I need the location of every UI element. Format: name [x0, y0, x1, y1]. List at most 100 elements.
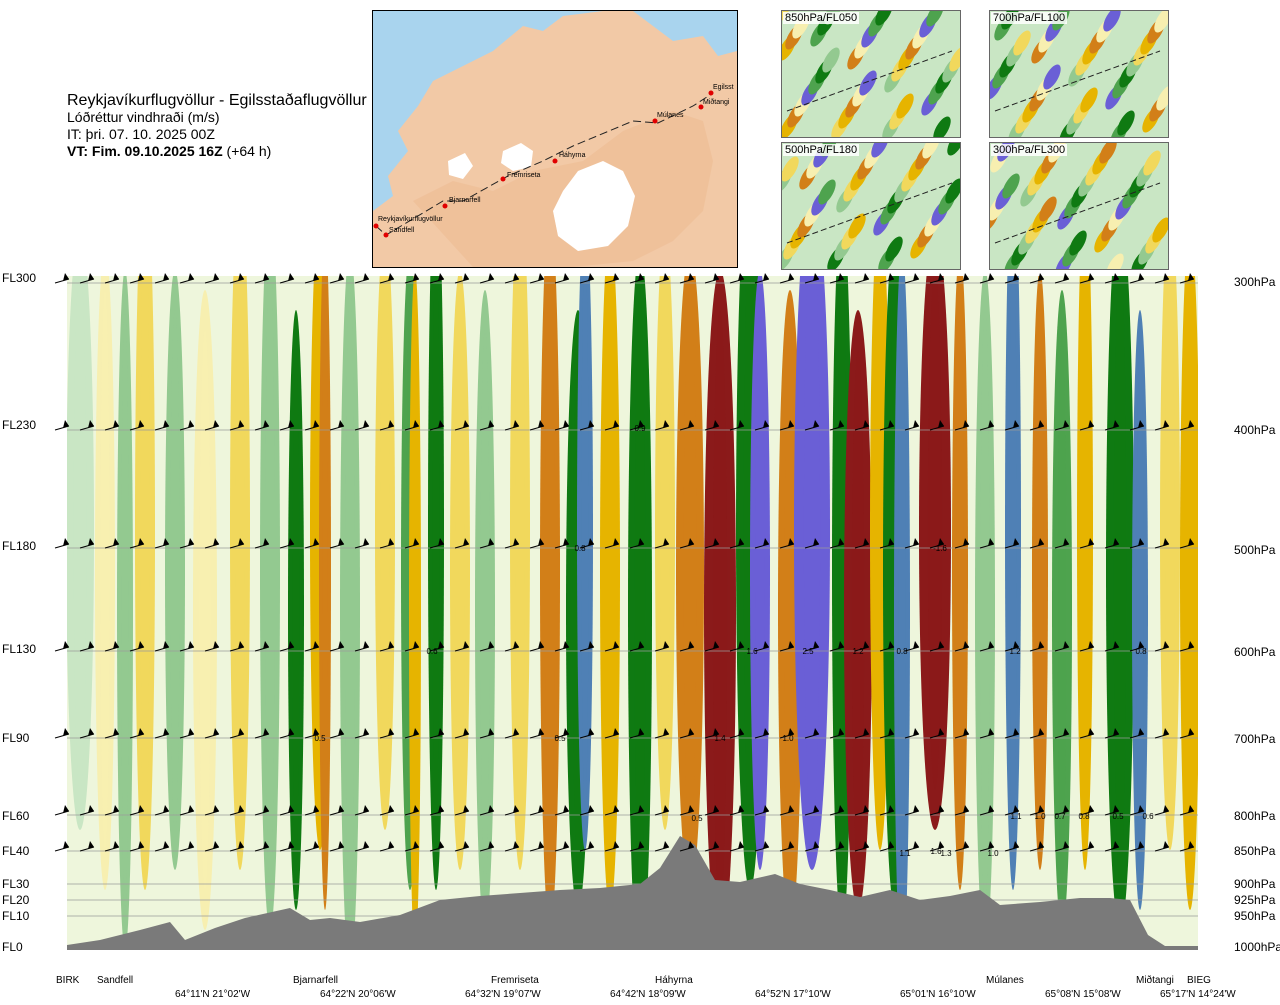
wind-barb-flag [88, 841, 94, 849]
wind-barb-flag [738, 273, 744, 281]
wind-barb [279, 728, 295, 739]
pressure-tick-700: 700hPa [1234, 732, 1276, 746]
wind-barb [804, 728, 820, 739]
valid-time-label: VT: Fim. 09.10.2025 16Z [67, 143, 223, 159]
wind-barb [554, 420, 570, 431]
value-annotation: 1.1 [899, 849, 911, 858]
wind-barb-flag [763, 728, 769, 736]
wind-barb [929, 273, 945, 284]
wind-barb-flag [313, 420, 319, 428]
thumbnail-850hpa[interactable]: 850hPa/FL050 [781, 10, 961, 138]
thumbnail-700hpa[interactable]: 700hPa/FL100 [989, 10, 1169, 138]
wind-barb [854, 728, 870, 739]
wind-barb [929, 805, 945, 816]
wind-barb [579, 538, 595, 549]
pressure-tick-800: 800hPa [1234, 809, 1276, 823]
value-annotation: 0.8 [896, 647, 908, 656]
thumb-band [1080, 87, 1098, 113]
station-label-mulanes: Múlanes [986, 975, 1024, 986]
wind-barb-flag [413, 641, 419, 649]
thumb-band [1156, 85, 1168, 111]
wind-barb [1079, 538, 1095, 549]
wind-barb [154, 805, 170, 816]
value-annotation: 0.8 [574, 544, 586, 553]
wind-barb [679, 273, 695, 284]
wind-barb [1154, 841, 1170, 852]
wind-barb [954, 273, 970, 284]
wind-barb [779, 273, 795, 284]
wind-barb-flag [313, 728, 319, 736]
wind-barb [304, 420, 320, 431]
wind-barb [854, 420, 870, 431]
wind-barb-flag [413, 538, 419, 546]
wind-barb-flag [388, 420, 394, 428]
wind-barb-flag [513, 841, 519, 849]
wind-barb [1179, 805, 1195, 816]
wind-barb [104, 805, 120, 816]
wind-barb [429, 538, 445, 549]
wind-barb [329, 273, 345, 284]
wind-barb-flag [963, 841, 969, 849]
coord-label-1: 64°11'N 21°02'W [175, 989, 251, 1000]
thumb-band [922, 143, 940, 159]
wind-barb-flag [938, 641, 944, 649]
wind-barb-flag [138, 728, 144, 736]
value-annotation: 1.1 [1010, 812, 1022, 821]
wind-barb [504, 728, 520, 739]
wind-barb-flag [388, 841, 394, 849]
wind-barb [854, 841, 870, 852]
thumbnail-500hpa[interactable]: 500hPa/FL180 [781, 142, 961, 270]
wind-barb-flag [363, 273, 369, 281]
wind-barb-flag [913, 841, 919, 849]
thumbnail-300hpa[interactable]: 300hPa/FL300 [989, 142, 1169, 270]
wind-barb-flag [88, 538, 94, 546]
wind-barb-flag [213, 273, 219, 281]
wind-barb-flag [663, 538, 669, 546]
wind-barb-flag [463, 805, 469, 813]
wind-barb-flag [1113, 538, 1119, 546]
wind-barb [904, 805, 920, 816]
wind-barb-flag [1163, 273, 1169, 281]
wind-barb-flag [363, 641, 369, 649]
coord-label-6: 65°01'N 16°10'W [900, 989, 976, 1000]
glacier-vatnajokull [553, 161, 635, 251]
wind-barb [229, 641, 245, 652]
wind-barb-flag [488, 841, 494, 849]
wind-barb-flag [463, 841, 469, 849]
fl-tick-0: FL0 [2, 940, 23, 954]
wind-barb [979, 805, 995, 816]
wind-barb [1104, 538, 1120, 549]
wind-barb [304, 538, 320, 549]
wind-barb-flag [538, 420, 544, 428]
wind-barb [629, 841, 645, 852]
wind-barb-flag [938, 420, 944, 428]
wind-barb [329, 805, 345, 816]
thumb-band [885, 236, 903, 262]
wind-barb-flag [788, 273, 794, 281]
wind-barb-flag [688, 538, 694, 546]
wind-barb-flag [663, 805, 669, 813]
wind-barb-flag [1063, 273, 1069, 281]
wind-barb [279, 538, 295, 549]
wind-barb [479, 273, 495, 284]
thumb-band [859, 70, 877, 96]
wind-barb-flag [1013, 538, 1019, 546]
wind-barb [79, 841, 95, 852]
wind-barb-flag [763, 641, 769, 649]
wind-barb [79, 728, 95, 739]
wind-barb-flag [138, 805, 144, 813]
station-label-bjarnarfell: Bjarnarfell [293, 975, 339, 986]
map-label-mulanes: Múlanes [657, 112, 684, 119]
wind-barb-flag [688, 805, 694, 813]
wind-barb [1104, 728, 1120, 739]
wind-barb-flag [338, 841, 344, 849]
wind-barb [179, 273, 195, 284]
wind-barb-flag [613, 538, 619, 546]
wind-barb [804, 420, 820, 431]
wind-barb [754, 805, 770, 816]
route-map-graphic: Reykjavíkurflugvöllur Sandfell Bjarnarfe… [373, 11, 737, 267]
wind-barb [654, 420, 670, 431]
value-annotation: -1.6 [933, 544, 947, 553]
wind-barb-flag [738, 841, 744, 849]
value-annotation: 0.5 [691, 814, 703, 823]
